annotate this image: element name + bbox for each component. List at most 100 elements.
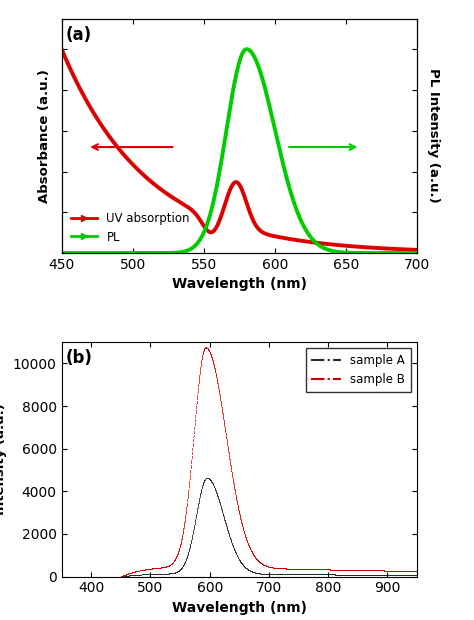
sample A: [83, 572, 91, 582]
sample B: [274, 563, 282, 573]
sample A: [251, 567, 258, 577]
sample B: [92, 572, 100, 582]
sample B: [175, 545, 182, 555]
sample B: [406, 566, 413, 576]
sample A: [122, 571, 130, 581]
sample B: [63, 572, 71, 582]
sample B: [85, 572, 92, 582]
sample A: [83, 572, 91, 582]
sample A: [344, 570, 351, 580]
sample A: [328, 570, 336, 580]
sample A: [197, 488, 204, 498]
sample B: [82, 572, 90, 582]
sample B: [125, 569, 133, 578]
sample A: [326, 570, 334, 580]
sample B: [252, 554, 260, 564]
sample B: [122, 569, 130, 579]
sample B: [211, 366, 219, 376]
sample B: [309, 564, 316, 574]
sample B: [374, 565, 381, 575]
sample A: [410, 570, 417, 580]
sample A: [148, 569, 156, 579]
sample B: [319, 564, 327, 574]
sample B: [190, 433, 197, 443]
sample B: [106, 572, 114, 582]
sample A: [398, 570, 406, 580]
sample B: [317, 564, 325, 574]
sample A: [240, 562, 248, 572]
sample A: [113, 572, 121, 582]
sample A: [303, 569, 311, 579]
sample A: [329, 570, 337, 580]
sample A: [388, 570, 395, 580]
sample A: [173, 567, 181, 577]
sample A: [211, 484, 219, 494]
sample B: [331, 565, 339, 575]
sample B: [320, 564, 328, 574]
sample A: [229, 541, 237, 551]
sample B: [229, 477, 237, 487]
sample B: [211, 364, 219, 374]
sample A: [343, 570, 350, 580]
sample A: [359, 570, 367, 580]
sample A: [175, 566, 182, 576]
sample B: [406, 566, 414, 576]
sample A: [204, 473, 211, 483]
sample A: [273, 569, 281, 579]
sample B: [213, 376, 221, 386]
sample A: [355, 570, 362, 580]
sample B: [79, 572, 86, 582]
sample B: [227, 461, 234, 471]
sample A: [291, 569, 298, 579]
sample A: [253, 568, 261, 578]
sample A: [343, 570, 351, 580]
sample B: [118, 571, 126, 581]
sample B: [393, 566, 401, 576]
sample B: [122, 569, 130, 579]
sample B: [248, 547, 255, 557]
sample B: [387, 565, 395, 575]
sample A: [344, 570, 351, 580]
sample A: [226, 533, 234, 542]
sample B: [263, 561, 271, 571]
sample B: [312, 564, 319, 574]
sample A: [405, 570, 413, 580]
sample B: [292, 564, 300, 574]
sample A: [258, 569, 266, 578]
sample A: [119, 571, 127, 581]
sample A: [324, 570, 332, 580]
sample A: [337, 570, 345, 580]
sample A: [111, 572, 119, 582]
sample B: [150, 564, 157, 574]
sample A: [364, 570, 372, 580]
sample A: [386, 570, 394, 580]
sample A: [348, 570, 356, 580]
sample B: [153, 563, 160, 573]
sample B: [264, 561, 271, 571]
sample B: [203, 343, 210, 353]
sample B: [163, 562, 170, 572]
sample A: [371, 570, 378, 580]
sample A: [85, 572, 93, 582]
sample A: [164, 569, 171, 578]
sample B: [228, 467, 236, 477]
sample B: [163, 561, 171, 571]
sample B: [161, 562, 169, 572]
sample B: [323, 564, 331, 574]
sample A: [380, 570, 388, 580]
sample B: [231, 485, 238, 495]
sample A: [290, 569, 298, 579]
sample A: [290, 569, 298, 579]
sample B: [120, 570, 128, 580]
sample B: [133, 566, 140, 576]
sample A: [343, 570, 351, 580]
sample A: [348, 570, 356, 580]
sample A: [128, 570, 136, 580]
sample A: [207, 475, 214, 485]
sample B: [404, 566, 412, 576]
sample A: [158, 569, 165, 578]
sample B: [198, 355, 205, 365]
sample B: [97, 572, 104, 582]
sample B: [322, 564, 329, 574]
sample A: [82, 572, 90, 582]
